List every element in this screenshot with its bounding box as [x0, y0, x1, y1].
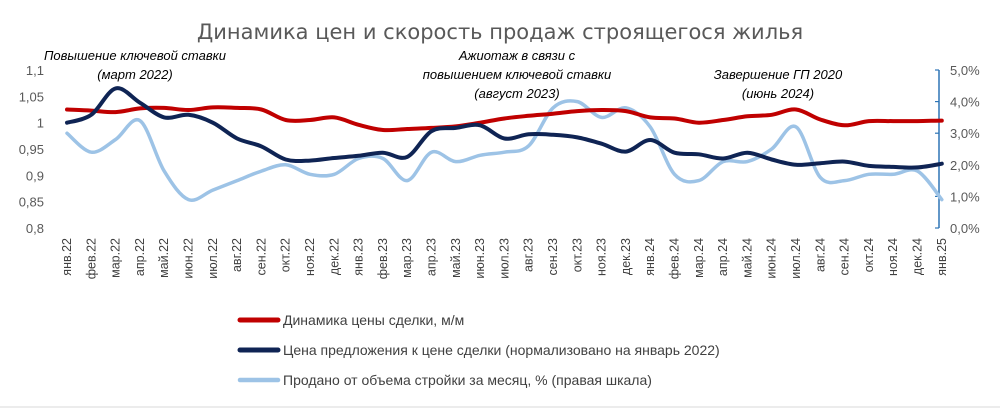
legend-label: Цена предложения к цене сделки (нормализ… [283, 342, 720, 358]
x-axis-tick-label: май.22 [157, 238, 171, 278]
left-axis-tick-label: 1 [37, 116, 44, 131]
right-axis-tick-label: 1,0% [950, 189, 980, 204]
x-axis-tick-label: янв.24 [643, 238, 657, 276]
x-axis: янв.22 фев.22 мар.22 апр.22 май.22 июн.22 июл.… [60, 238, 949, 279]
right-axis: 0,0% 1,0% 2,0% 3,0% 4,0% 5,0% [935, 63, 980, 236]
left-axis-tick-label: 0,95 [19, 142, 44, 157]
series-line-2 [65, 86, 944, 170]
x-axis-tick-label: ноя.24 [886, 238, 900, 276]
x-axis-tick-label: мар.24 [692, 238, 706, 278]
legend-label: Продано от объема стройки за месяц, % (п… [283, 372, 652, 388]
x-axis-tick-label: июл.23 [497, 238, 511, 279]
x-axis-tick-label: янв.23 [352, 238, 366, 276]
x-axis-tick-label: дек.24 [911, 238, 925, 275]
x-axis-tick-label: июл.24 [789, 238, 803, 279]
right-axis-tick-label: 0,0% [950, 221, 980, 236]
series-line-1 [65, 105, 944, 133]
plot-area [65, 86, 944, 202]
left-axis-tick-label: 1,05 [19, 89, 44, 104]
x-axis-tick-label: авг.24 [813, 238, 827, 272]
x-axis-tick-label: май.23 [449, 238, 463, 278]
x-axis-tick-label: ноя.22 [303, 238, 317, 276]
annotation-line: Повышение ключевой ставки [44, 48, 226, 63]
x-axis-tick-label: окт.22 [279, 238, 293, 272]
x-axis-tick-label: окт.24 [862, 238, 876, 272]
series-line-3 [65, 99, 944, 202]
x-axis-tick-label: фев.23 [376, 238, 390, 279]
right-axis-tick-label: 5,0% [950, 63, 980, 78]
x-axis-tick-label: фев.24 [668, 238, 682, 279]
x-axis-tick-label: сен.23 [546, 238, 560, 276]
annotation-line: (август 2023) [474, 86, 559, 101]
x-axis-tick-label: авг.22 [230, 238, 244, 272]
right-axis-tick-label: 2,0% [950, 158, 980, 173]
annotation-line: Ажиотаж в связи с [458, 48, 576, 63]
left-axis: 0,8 0,85 0,9 0,95 1 1,05 1,1 [19, 63, 44, 236]
x-axis-tick-label: янв.25 [935, 238, 949, 276]
annotation-line: Завершение ГП 2020 [714, 67, 843, 82]
x-axis-tick-label: дек.23 [619, 238, 633, 275]
right-axis-tick-label: 4,0% [950, 95, 980, 110]
x-axis-tick-label: мар.23 [400, 238, 414, 278]
x-axis-tick-label: фев.22 [84, 238, 98, 279]
annotation-rate-hike-2022: Повышение ключевой ставки (март 2022) [44, 48, 226, 82]
annotation-rush-2023: Ажиотаж в связи с повышением ключевой ст… [423, 48, 612, 101]
annotation-line: повышением ключевой ставки [423, 67, 612, 82]
annotation-gp-end-2024: Завершение ГП 2020 (июнь 2024) [714, 67, 843, 101]
left-axis-tick-label: 0,85 [19, 195, 44, 210]
x-axis-tick-label: апр.22 [133, 238, 147, 276]
x-axis-tick-label: мар.22 [109, 238, 123, 278]
x-axis-tick-label: сен.22 [254, 238, 268, 276]
legend-label: Динамика цены сделки, м/м [283, 312, 464, 328]
x-axis-tick-label: дек.22 [327, 238, 341, 275]
left-axis-tick-label: 0,9 [26, 168, 44, 183]
x-axis-tick-label: окт.23 [570, 238, 584, 272]
x-axis-tick-label: июн.24 [765, 238, 779, 279]
left-axis-tick-label: 0,8 [26, 221, 44, 236]
right-axis-tick-label: 3,0% [950, 126, 980, 141]
x-axis-tick-label: июн.23 [473, 238, 487, 279]
legend: Динамика цены сделки, м/м Цена предложени… [237, 312, 720, 388]
x-axis-tick-label: апр.24 [716, 238, 730, 276]
x-axis-tick-label: авг.23 [522, 238, 536, 272]
x-axis-tick-label: сен.24 [838, 238, 852, 276]
x-axis-tick-label: апр.23 [425, 238, 439, 276]
x-axis-tick-label: июн.22 [182, 238, 196, 279]
x-axis-tick-label: июл.22 [206, 238, 220, 279]
annotation-line: (март 2022) [97, 67, 172, 82]
x-axis-tick-label: май.24 [740, 238, 754, 278]
chart-title: Динамика цен и скорость продаж строящего… [197, 20, 803, 44]
x-axis-tick-label: янв.22 [60, 238, 74, 276]
x-axis-tick-label: ноя.23 [595, 238, 609, 276]
left-axis-tick-label: 1,1 [26, 63, 44, 78]
annotation-line: (июнь 2024) [742, 86, 814, 101]
